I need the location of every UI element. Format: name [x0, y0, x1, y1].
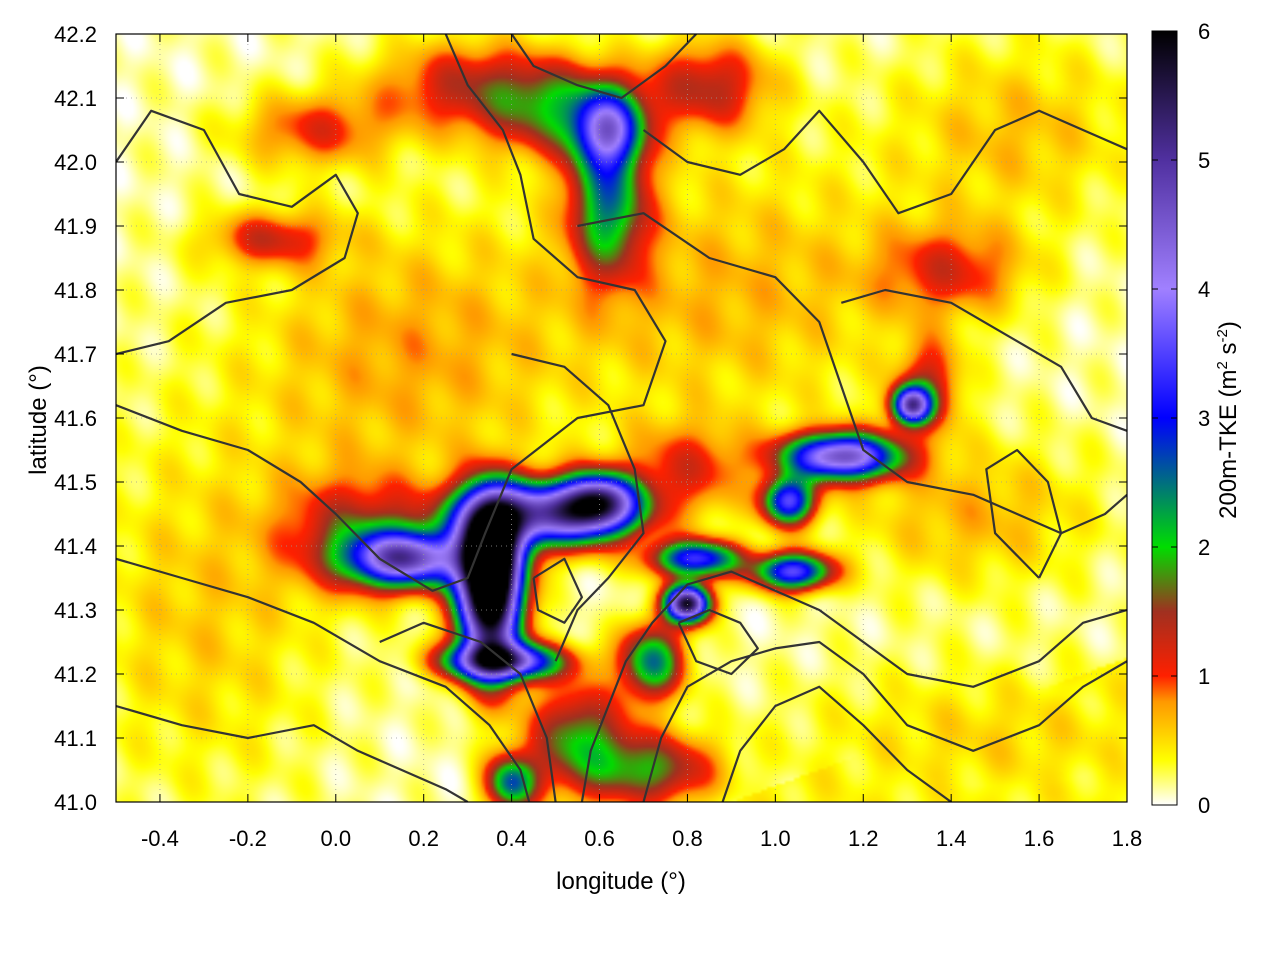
x-tick-label: 1.6 [1024, 826, 1055, 851]
contour-line [580, 570, 1127, 802]
y-tick-label: 42.0 [54, 150, 97, 175]
contour-line [721, 685, 952, 802]
y-tick-label: 41.5 [54, 470, 97, 495]
y-tick-label: 42.1 [54, 86, 97, 111]
contour-line [116, 109, 359, 356]
colorbar-tick-label: 3 [1198, 406, 1210, 431]
colorbar-tick-label: 6 [1198, 19, 1210, 44]
contour-line [642, 109, 1127, 215]
contour-line [985, 448, 1063, 579]
contour-line [116, 704, 469, 802]
y-tick-label: 41.9 [54, 214, 97, 239]
colorbar-tick-label: 2 [1198, 535, 1210, 560]
contour-line [116, 557, 531, 802]
y-tick-label: 41.4 [54, 534, 97, 559]
contour-line [379, 621, 557, 802]
y-axis-ticks: 41.0 41.1 41.2 41.3 41.4 41.5 41.6 41.7 41.8 41.9… [54, 22, 1127, 815]
colorbar-tick-label: 1 [1198, 664, 1210, 689]
x-tick-label: 0.8 [672, 826, 703, 851]
contour-line [677, 608, 759, 676]
x-tick-label: 0.0 [320, 826, 351, 851]
y-tick-label: 41.3 [54, 598, 97, 623]
x-axis-label: longitude (°) [556, 868, 686, 895]
colorbar: 0 1 2 3 4 5 6 200m-TKE (m2 s-2) [1151, 19, 1242, 818]
contour-line [532, 557, 583, 624]
contour-line [642, 640, 1127, 802]
y-tick-label: 41.8 [54, 278, 97, 303]
terrain-contours [116, 34, 1127, 802]
y-tick-label: 41.7 [54, 342, 97, 367]
x-tick-label: 1.8 [1112, 826, 1143, 851]
x-tick-label: 1.0 [760, 826, 791, 851]
colorbar-tick-label: 5 [1198, 148, 1210, 173]
colorbar-tick-label: 4 [1198, 277, 1210, 302]
y-tick-label: 41.1 [54, 726, 97, 751]
contour-line [116, 34, 667, 592]
colorbar-ticks: 0 1 2 3 4 5 6 [1152, 19, 1210, 818]
x-tick-label: 0.6 [584, 826, 615, 851]
x-axis-ticks: -0.4 -0.2 0.0 0.2 0.4 0.6 0.8 1.0 1.2 1.4 1.6 1.8 [141, 34, 1142, 851]
contour-line [510, 34, 697, 100]
y-tick-label: 42.2 [54, 22, 97, 47]
x-tick-label: 1.4 [936, 826, 967, 851]
y-axis-label: latitude (°) [25, 365, 52, 475]
y-tick-label: 41.6 [54, 406, 97, 431]
colorbar-label: 200m-TKE (m2 s-2) [1214, 321, 1242, 519]
contour-line [511, 352, 645, 662]
x-tick-label: 1.2 [848, 826, 879, 851]
x-tick-label: -0.2 [229, 826, 267, 851]
x-tick-label: 0.4 [496, 826, 527, 851]
colorbar-tick-label: 0 [1198, 793, 1210, 818]
x-tick-label: 0.2 [408, 826, 439, 851]
x-tick-label: -0.4 [141, 826, 179, 851]
y-tick-label: 41.2 [54, 662, 97, 687]
contour-line [840, 288, 1127, 432]
y-tick-label: 41.0 [54, 790, 97, 815]
